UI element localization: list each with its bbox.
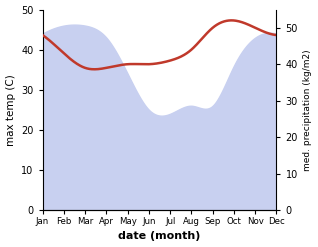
Y-axis label: max temp (C): max temp (C): [5, 74, 16, 146]
X-axis label: date (month): date (month): [118, 231, 201, 242]
Y-axis label: med. precipitation (kg/m2): med. precipitation (kg/m2): [303, 49, 313, 171]
